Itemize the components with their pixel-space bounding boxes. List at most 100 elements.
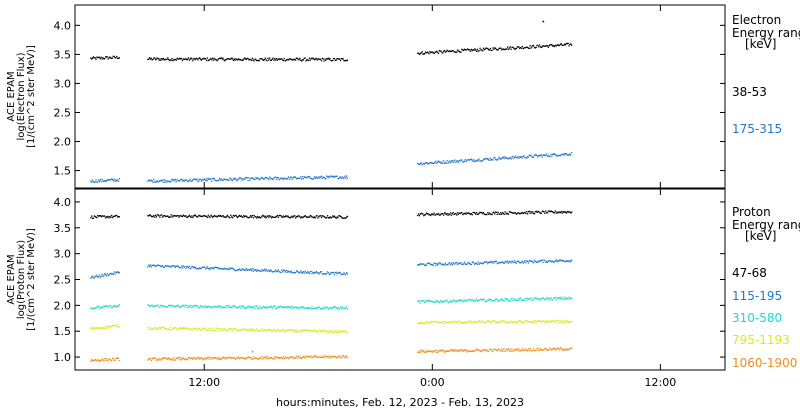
data-point	[475, 299, 477, 302]
data-point	[189, 357, 191, 359]
data-point	[151, 328, 153, 330]
data-point	[151, 216, 153, 218]
data-point	[320, 308, 323, 310]
data-point	[498, 300, 500, 302]
data-point	[104, 327, 106, 330]
data-point	[269, 305, 272, 307]
data-point	[530, 47, 532, 49]
data-point	[500, 348, 503, 351]
data-point	[196, 329, 198, 331]
data-point	[324, 273, 326, 275]
data-point	[425, 161, 428, 164]
data-point	[324, 58, 326, 60]
data-point	[222, 179, 224, 181]
data-point	[443, 50, 445, 52]
data-point	[202, 305, 204, 308]
data-point	[192, 266, 194, 268]
data-point	[170, 358, 172, 361]
data-point	[493, 157, 495, 159]
data-point	[345, 59, 348, 62]
data-point	[262, 59, 265, 61]
data-point	[93, 57, 95, 59]
data-point	[545, 321, 547, 323]
data-point	[235, 214, 237, 217]
data-point	[456, 350, 458, 352]
data-point	[224, 179, 227, 181]
data-point	[215, 266, 217, 268]
data-point	[456, 212, 459, 214]
data-point	[519, 156, 521, 158]
data-point	[320, 60, 323, 62]
data-point	[443, 301, 445, 303]
data-point	[449, 212, 452, 214]
data-point	[293, 271, 295, 274]
data-point	[457, 50, 460, 52]
data-point	[419, 351, 421, 354]
data-point	[563, 320, 565, 322]
data-point	[312, 57, 314, 59]
data-point	[242, 178, 244, 180]
data-point	[320, 215, 322, 217]
data-point	[303, 215, 305, 218]
data-point	[105, 180, 108, 182]
data-point	[520, 262, 522, 264]
data-point	[333, 355, 336, 357]
data-point	[496, 49, 498, 51]
data-point	[328, 330, 330, 332]
data-point	[418, 350, 421, 352]
data-point	[173, 215, 175, 217]
data-point	[315, 355, 317, 357]
legend-title: [keV]	[745, 37, 776, 51]
data-point	[185, 179, 187, 181]
data-point-outlier	[251, 350, 254, 353]
data-point	[169, 59, 171, 61]
data-point	[203, 266, 205, 268]
data-point	[116, 357, 119, 359]
data-point	[253, 178, 255, 181]
data-point	[219, 57, 222, 60]
data-point	[199, 267, 201, 269]
data-point	[208, 305, 210, 308]
data-point	[431, 162, 434, 164]
data-point	[172, 327, 174, 330]
data-point	[444, 51, 447, 53]
data-point	[327, 308, 330, 310]
data-point	[475, 348, 478, 351]
data-point	[451, 212, 454, 215]
data-point	[149, 264, 152, 266]
data-point	[482, 349, 485, 351]
data-point	[193, 58, 195, 60]
series-795-1193	[90, 319, 573, 334]
data-point	[91, 217, 94, 219]
data-point	[288, 329, 291, 331]
data-point	[538, 154, 540, 157]
data-point	[305, 356, 307, 358]
data-point	[196, 58, 198, 60]
data-point	[181, 59, 184, 62]
data-point	[294, 59, 297, 61]
data-point	[151, 59, 153, 61]
data-point	[292, 216, 294, 218]
data-point	[342, 177, 344, 179]
data-point	[314, 307, 317, 310]
data-point	[301, 59, 304, 61]
data-point	[459, 299, 461, 301]
data-point	[297, 356, 299, 358]
data-point	[305, 308, 307, 310]
data-point	[109, 56, 111, 58]
data-point	[242, 268, 244, 270]
data-point	[175, 215, 178, 217]
data-point	[469, 299, 472, 301]
data-point	[512, 261, 514, 263]
data-point	[559, 321, 562, 323]
data-point	[567, 42, 569, 45]
data-point	[97, 327, 100, 330]
data-point	[317, 176, 319, 178]
data-point	[497, 158, 499, 160]
data-point	[473, 350, 475, 352]
data-point	[561, 298, 563, 300]
data-point	[104, 325, 107, 327]
data-point	[565, 43, 568, 45]
data-point	[560, 260, 562, 262]
data-point	[208, 178, 210, 181]
